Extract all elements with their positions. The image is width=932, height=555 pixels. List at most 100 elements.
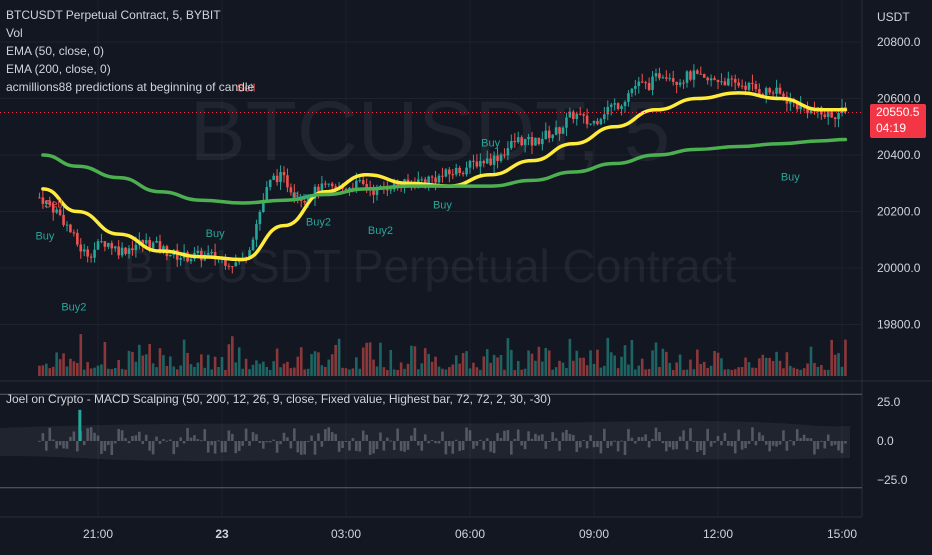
volume-bar <box>833 354 837 376</box>
candle-body <box>96 241 100 250</box>
volume-bar <box>117 360 120 376</box>
macd-bar <box>551 432 554 441</box>
chart-legend: BTCUSDT Perpetual Contract, 5, BYBIT Vol… <box>6 6 254 96</box>
macd-bar <box>396 428 399 441</box>
volume-bar <box>368 342 372 376</box>
volume-bar <box>816 366 820 376</box>
macd-tick-label[interactable]: 0.0 <box>877 434 894 448</box>
volume-bar <box>361 347 365 376</box>
volume-bar <box>482 356 486 376</box>
macd-bar <box>458 441 461 452</box>
candle-body <box>744 85 747 90</box>
volume-bar <box>506 338 510 376</box>
volume-bar <box>334 344 337 376</box>
legend-symbol[interactable]: BTCUSDT Perpetual Contract, 5, BYBIT <box>6 8 221 22</box>
legend-vol[interactable]: Vol <box>6 26 23 40</box>
candle-body <box>740 85 744 87</box>
volume-bar <box>144 354 148 376</box>
volume-bar <box>654 342 658 376</box>
volume-bar <box>217 367 220 376</box>
current-price-value: 20550.5 <box>876 105 920 119</box>
volume-bar <box>747 362 751 376</box>
candle-body <box>661 77 665 79</box>
macd-bar <box>144 434 148 441</box>
macd-bar <box>134 435 138 441</box>
price-tick-label[interactable]: 20000.0 <box>877 261 921 275</box>
legend-ema200[interactable]: EMA (200, close, 0) <box>6 62 111 76</box>
macd-bar <box>355 441 358 451</box>
macd-bar <box>348 441 351 451</box>
candle-body <box>282 172 286 176</box>
candle-body <box>82 249 86 252</box>
volume-bar <box>675 362 678 376</box>
volume-bar <box>720 358 723 376</box>
candle-body <box>258 211 262 225</box>
currency-label[interactable]: USDT <box>877 10 910 24</box>
price-tick-label[interactable]: 20400.0 <box>877 148 921 162</box>
watermark-ticker: BTCUSDT, 5 <box>190 84 671 178</box>
macd-bar <box>48 427 52 441</box>
time-tick-label[interactable]: 12:00 <box>703 527 733 541</box>
volume-bar <box>237 347 241 376</box>
macd-bar <box>771 441 775 446</box>
candle-body <box>733 78 737 83</box>
macd-bar <box>175 441 179 448</box>
candle-body <box>485 158 489 164</box>
macd-bar <box>668 441 672 448</box>
time-tick-label[interactable]: 15:00 <box>827 527 857 541</box>
volume-bar <box>299 347 303 376</box>
macd-bar <box>58 441 62 446</box>
time-tick-label[interactable]: 23 <box>215 527 229 541</box>
volume-bar <box>158 348 162 376</box>
macd-bar <box>479 439 482 441</box>
volume-bar <box>740 367 744 376</box>
macd-tick-label[interactable]: −25.0 <box>877 473 908 487</box>
macd-bar <box>220 441 224 453</box>
candle-body <box>344 188 348 191</box>
macd-bar <box>382 441 386 451</box>
candle-body <box>317 186 320 195</box>
volume-bar <box>737 367 740 376</box>
macd-bar <box>713 441 716 443</box>
legend-ema50[interactable]: EMA (50, close, 0) <box>6 44 105 58</box>
volume-bar <box>410 345 413 376</box>
macd-bar <box>127 441 131 444</box>
volume-bar <box>826 369 830 376</box>
macd-bar <box>434 441 437 444</box>
macd-bar <box>561 432 565 441</box>
macd-bar <box>38 440 41 442</box>
macd-bar <box>603 428 606 441</box>
macd-bar <box>258 441 262 443</box>
macd-bar <box>417 441 420 446</box>
candle-body <box>761 94 765 96</box>
time-tick-label[interactable]: 06:00 <box>455 527 485 541</box>
candle-body <box>620 106 623 109</box>
macd-indicator-title[interactable]: Joel on Crypto - MACD Scalping (50, 200,… <box>6 392 551 406</box>
macd-tick-label[interactable]: 25.0 <box>877 395 901 409</box>
price-tick-label[interactable]: 20200.0 <box>877 205 921 219</box>
time-tick-label[interactable]: 03:00 <box>331 527 361 541</box>
volume-bar <box>492 354 496 376</box>
macd-bar <box>179 437 182 441</box>
candle-body <box>596 120 599 125</box>
volume-bar <box>272 361 275 376</box>
time-tick-label[interactable]: 09:00 <box>579 527 609 541</box>
signal-labels: Sell Buy Buy2 Sell Buy Buy Buy2 Buy2 Buy Buy Buy <box>35 83 800 314</box>
legend-predictions[interactable]: acmillions88 predictions at beginning of… <box>6 80 255 94</box>
volume-bar <box>351 368 355 376</box>
price-tick-label[interactable]: 20800.0 <box>877 35 921 49</box>
time-tick-label[interactable]: 21:00 <box>83 527 113 541</box>
volume-bar <box>799 369 802 376</box>
volume-bar <box>96 365 100 376</box>
candle-body <box>520 137 523 146</box>
candle-body <box>730 78 734 80</box>
buy-signal-label: Buy <box>433 200 452 212</box>
candle-body <box>513 141 517 143</box>
price-tick-label[interactable]: 19800.0 <box>877 318 921 332</box>
macd-bar <box>461 441 465 451</box>
price-tick-label[interactable]: 20600.0 <box>877 92 921 106</box>
candle-body <box>523 139 527 146</box>
macd-bar <box>151 441 155 455</box>
